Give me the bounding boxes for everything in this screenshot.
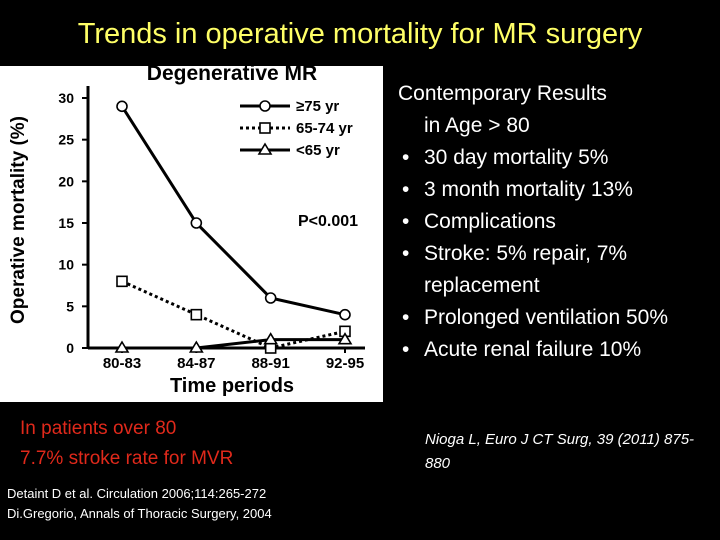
x-tick-label: 88-91: [251, 355, 289, 372]
reference-line2: Di.Gregorio, Annals of Thoracic Surgery,…: [7, 506, 272, 521]
series-line-1: [121, 279, 346, 350]
x-tick-label: 84-87: [177, 355, 215, 372]
y-tick-label: 30: [58, 90, 74, 106]
results-heading: Contemporary Results in Age > 80: [398, 78, 716, 142]
data-point: [114, 340, 130, 353]
y-tick-label: 20: [58, 173, 74, 189]
bullet-icon: •: [402, 338, 410, 361]
results-item: • Prolonged ventilation 50%: [398, 302, 716, 334]
bullet-icon: •: [402, 146, 410, 169]
references: Detaint D et al. Circulation 2006;114:26…: [7, 484, 272, 524]
y-tick-label: 25: [58, 132, 74, 148]
results-item: • Stroke: 5% repair, 7% replacement: [398, 238, 716, 302]
mortality-chart: Degenerative MR 0 5 10 15 20 25 30 80-83 84-87 88-…: [8, 66, 365, 397]
series-line-2: [122, 338, 345, 350]
legend-marker: [259, 100, 271, 112]
results-heading-line2: in Age > 80: [424, 114, 530, 137]
y-axis-label: Operative mortality (%): [8, 116, 29, 324]
chart-title: Degenerative MR: [147, 66, 317, 85]
data-point: [263, 332, 279, 345]
p-value-annotation: P<0.001: [298, 213, 358, 230]
x-axis-label: Time periods: [170, 375, 294, 397]
legend-label: <65 yr: [296, 142, 340, 159]
y-tick-label: 0: [66, 340, 74, 356]
data-point: [190, 217, 203, 229]
legend-label: 65-74 yr: [296, 120, 353, 137]
results-item: • 30 day mortality 5%: [398, 142, 716, 174]
slide-title: Trends in operative mortality for MR sur…: [77, 18, 643, 50]
citation-right: Nioga L, Euro J CT Surg, 39 (2011) 875-8…: [425, 431, 695, 472]
stroke-note-line2: 7.7% stroke rate for MVR: [20, 448, 234, 469]
bullet-icon: •: [402, 210, 410, 233]
data-point: [116, 275, 128, 288]
x-tick-label: 92-95: [326, 355, 364, 372]
y-tick-label: 5: [66, 298, 74, 314]
data-point: [264, 342, 277, 354]
bullet-icon: •: [402, 242, 410, 265]
bullet-icon: •: [402, 178, 410, 201]
data-point: [188, 340, 204, 353]
results-item: • 3 month mortality 13%: [398, 174, 716, 206]
results-heading-line1: Contemporary Results: [398, 82, 607, 105]
data-point: [190, 308, 203, 321]
chart-panel: Degenerative MR 0 5 10 15 20 25 30 80-83 84-87 88-…: [0, 66, 383, 402]
data-point: [337, 332, 353, 345]
results-item: • Acute renal failure 10%: [398, 334, 716, 366]
y-tick-label: 10: [58, 257, 74, 273]
results-list: • 30 day mortality 5% • 3 month mortality …: [398, 142, 716, 366]
legend-marker: [257, 142, 273, 155]
legend-marker: [259, 122, 271, 134]
series-line-0: [120, 105, 346, 317]
y-tick-label: 15: [58, 215, 74, 231]
legend-label: ≥75 yr: [296, 98, 339, 115]
results-panel: Contemporary Results in Age > 80 • 30 day…: [398, 78, 716, 366]
stroke-note: In patients over 80 7.7% stroke rate for…: [20, 414, 233, 474]
reference-line1: Detaint D et al. Circulation 2006;114:26…: [7, 486, 267, 501]
bullet-icon: •: [402, 306, 410, 329]
data-point: [116, 100, 128, 113]
stroke-note-line1: In patients over 80: [20, 418, 177, 439]
results-item: • Complications: [398, 206, 716, 238]
data-point: [339, 308, 351, 321]
x-tick-label: 80-83: [103, 355, 141, 372]
data-point: [264, 292, 277, 304]
